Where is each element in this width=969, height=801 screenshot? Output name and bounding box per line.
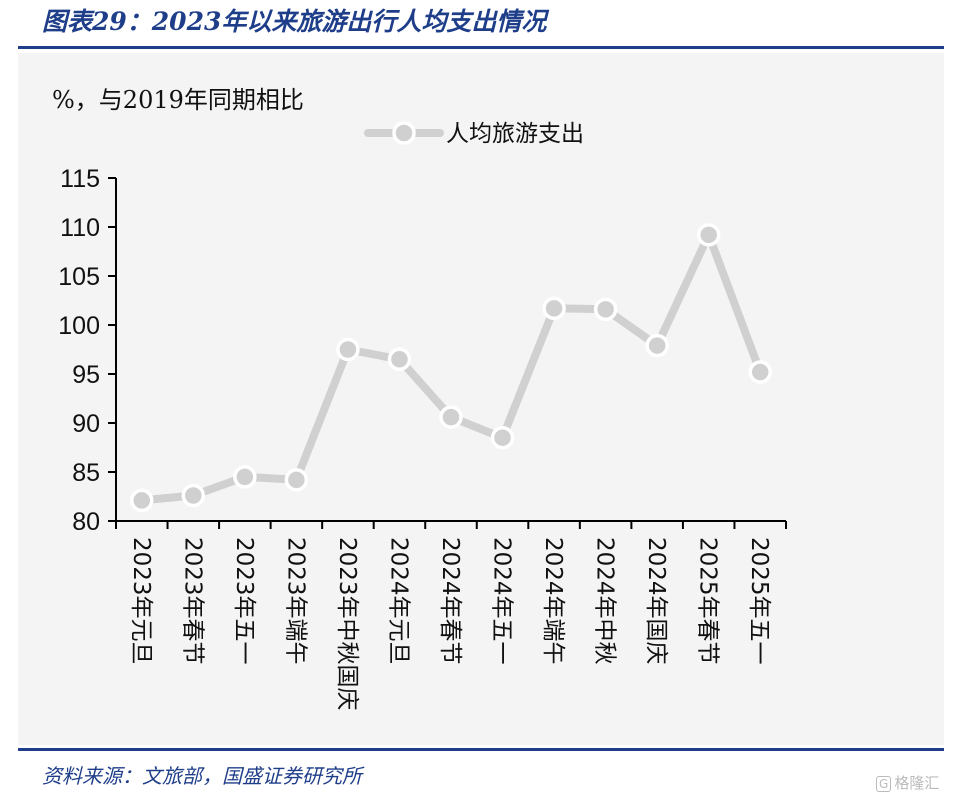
y-tick-label: 110 bbox=[60, 214, 100, 242]
legend: 人均旅游支出 bbox=[364, 121, 584, 147]
data-point bbox=[181, 483, 206, 508]
x-tick-label: 2024年中秋 bbox=[592, 537, 618, 665]
x-tick-label: 2023年元旦 bbox=[128, 537, 154, 665]
x-tick-label: 2024年国庆 bbox=[643, 537, 669, 665]
x-tick-label: 2023年五一 bbox=[231, 537, 257, 665]
legend-marker bbox=[392, 121, 416, 145]
data-point bbox=[748, 360, 772, 384]
data-point bbox=[387, 347, 412, 372]
x-tick-label: 2024年元旦 bbox=[385, 537, 411, 665]
footer-rule bbox=[18, 748, 944, 751]
legend-label: 人均旅游支出 bbox=[446, 121, 584, 147]
data-point bbox=[284, 468, 309, 492]
data-point bbox=[336, 337, 360, 362]
y-tick-label: 95 bbox=[72, 361, 100, 389]
y-tick-label: 105 bbox=[58, 263, 100, 291]
data-point bbox=[490, 425, 515, 450]
data-point bbox=[696, 223, 721, 247]
watermark: G 格隆汇 bbox=[876, 772, 939, 793]
data-point bbox=[130, 488, 154, 513]
watermark-logo-icon: G bbox=[876, 776, 892, 792]
x-tick-label: 2024年五一 bbox=[489, 537, 515, 665]
series-line bbox=[137, 230, 765, 505]
y-unit-label: %，与2019年同期相比 bbox=[52, 86, 304, 114]
title-rule bbox=[18, 46, 944, 49]
figure-title: 图表29：2023年以来旅游出行人均支出情况 bbox=[42, 7, 547, 36]
y-tick-label: 100 bbox=[58, 312, 100, 340]
data-point bbox=[439, 405, 463, 429]
chart-background bbox=[18, 53, 944, 745]
x-tick-label: 2024年春节 bbox=[437, 537, 463, 665]
y-tick-label: 85 bbox=[72, 459, 100, 487]
y-tick-label: 80 bbox=[72, 508, 100, 536]
x-tick-label: 2025年五一 bbox=[746, 537, 772, 665]
x-tick-label: 2024年端午 bbox=[540, 537, 566, 665]
x-tick-label: 2023年春节 bbox=[179, 537, 205, 665]
x-tick-label: 2025年春节 bbox=[695, 537, 721, 665]
data-point bbox=[645, 333, 669, 358]
watermark-text: 格隆汇 bbox=[894, 774, 940, 792]
x-tick-label: 2023年端午 bbox=[282, 537, 308, 665]
data-point bbox=[542, 296, 566, 321]
y-tick-label: 90 bbox=[72, 410, 100, 438]
y-tick-label: 115 bbox=[60, 165, 100, 193]
data-point bbox=[593, 297, 618, 322]
source-note: 资料来源：文旅部，国盛证券研究所 bbox=[42, 764, 362, 788]
x-tick-label: 2023年中秋国庆 bbox=[334, 537, 360, 711]
data-point bbox=[233, 465, 257, 489]
